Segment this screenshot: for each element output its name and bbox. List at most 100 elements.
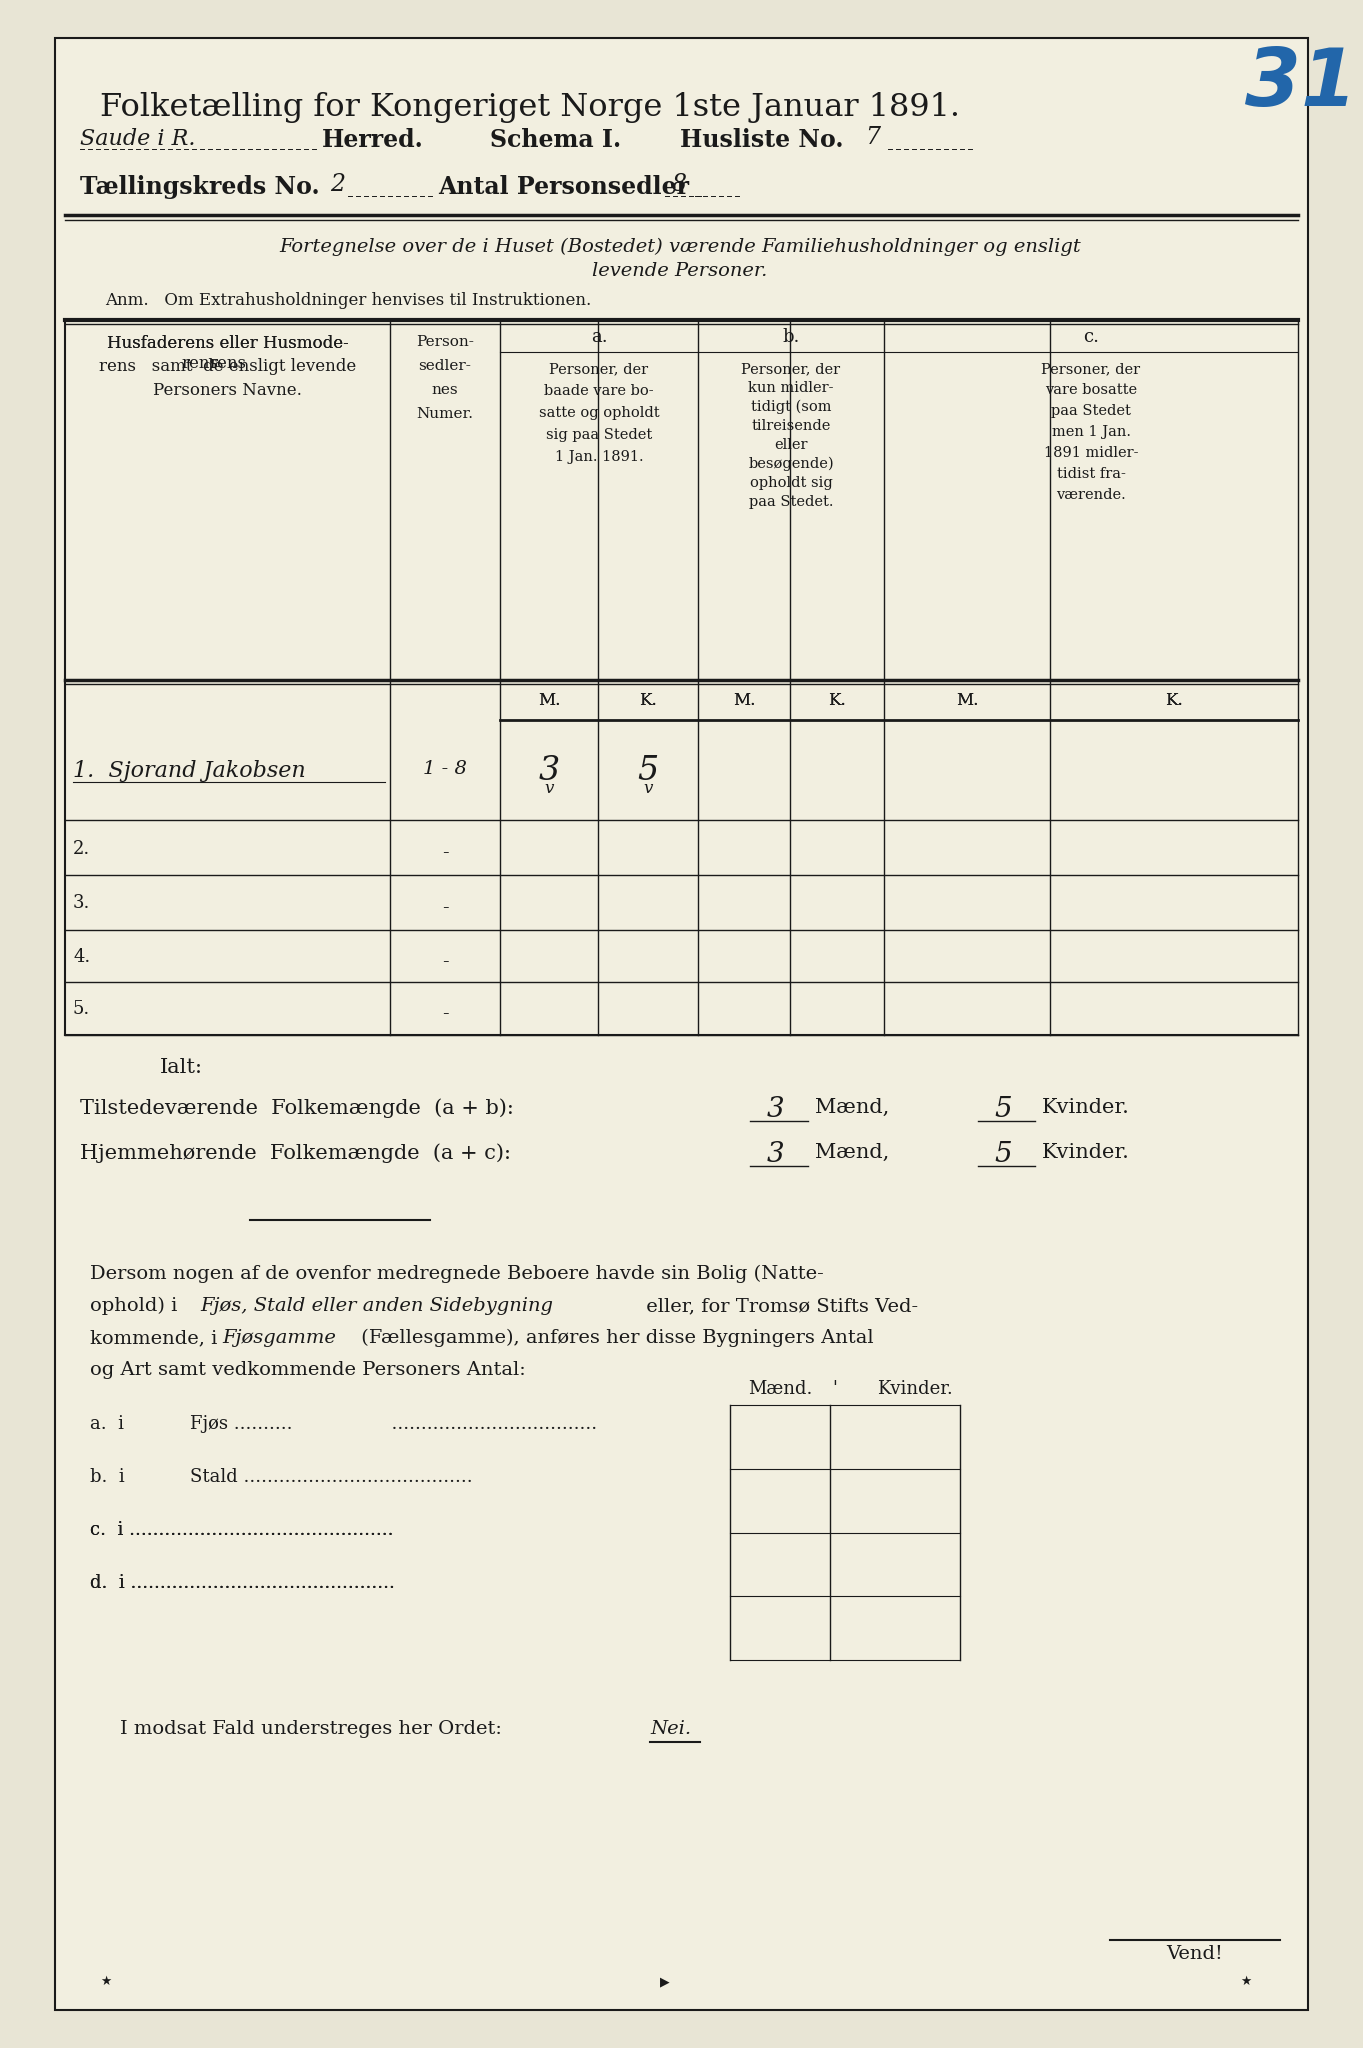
Text: 2: 2 bbox=[330, 172, 345, 197]
Text: nes: nes bbox=[432, 383, 458, 397]
Text: Tællingskreds No.: Tællingskreds No. bbox=[80, 174, 320, 199]
Text: Nei.: Nei. bbox=[650, 1720, 691, 1739]
Text: Antal Personsedler: Antal Personsedler bbox=[438, 174, 690, 199]
Text: Vend!: Vend! bbox=[1167, 1946, 1224, 1962]
Text: M.: M. bbox=[733, 692, 755, 709]
Text: Kvinder.: Kvinder. bbox=[1041, 1098, 1130, 1116]
Text: Personer, der: Personer, der bbox=[549, 362, 649, 377]
Text: K.: K. bbox=[829, 692, 846, 709]
Text: b.  i: b. i bbox=[90, 1468, 125, 1487]
Text: Stald .......................................: Stald ..................................… bbox=[189, 1468, 473, 1487]
Text: c.  i .............................................: c. i ...................................… bbox=[90, 1522, 394, 1538]
Text: Personers Navne.: Personers Navne. bbox=[153, 383, 303, 399]
Text: tidigt (som: tidigt (som bbox=[751, 399, 831, 414]
Text: K.: K. bbox=[1165, 692, 1183, 709]
Text: 4.: 4. bbox=[74, 948, 90, 967]
Text: Mænd.: Mænd. bbox=[748, 1380, 812, 1399]
Text: rens: rens bbox=[181, 354, 218, 373]
Text: I modsat Fald understreges her Ordet:: I modsat Fald understreges her Ordet: bbox=[120, 1720, 502, 1739]
Text: 8: 8 bbox=[672, 172, 687, 197]
Text: K.: K. bbox=[639, 692, 657, 709]
Text: Folketælling for Kongeriget Norge 1ste Januar 1891.: Folketælling for Kongeriget Norge 1ste J… bbox=[99, 92, 960, 123]
Text: ': ' bbox=[831, 1380, 837, 1399]
Text: M.: M. bbox=[538, 692, 560, 709]
Text: vare bosatte: vare bosatte bbox=[1045, 383, 1137, 397]
Text: 5: 5 bbox=[638, 756, 658, 786]
Text: Person-: Person- bbox=[416, 336, 474, 348]
Text: besøgende): besøgende) bbox=[748, 457, 834, 471]
Text: baade vare bo-: baade vare bo- bbox=[544, 385, 654, 397]
Text: 3: 3 bbox=[766, 1141, 784, 1167]
Text: Personer, der: Personer, der bbox=[1041, 362, 1141, 377]
Text: paa Stedet.: paa Stedet. bbox=[748, 496, 833, 510]
Text: -: - bbox=[442, 952, 448, 971]
Text: Tilstedeværende  Folkemængde  (a + b):: Tilstedeværende Folkemængde (a + b): bbox=[80, 1098, 514, 1118]
Text: kommende, i: kommende, i bbox=[90, 1329, 224, 1348]
Text: paa Stedet: paa Stedet bbox=[1051, 403, 1131, 418]
Text: Husliste No.: Husliste No. bbox=[680, 127, 844, 152]
Text: K.: K. bbox=[1165, 692, 1183, 709]
Text: Fortegnelse over de i Huset (Bostedet) værende Familiehusholdninger og ensligt: Fortegnelse over de i Huset (Bostedet) v… bbox=[279, 238, 1081, 256]
Text: Schema I.: Schema I. bbox=[491, 127, 622, 152]
Text: 1891 midler-: 1891 midler- bbox=[1044, 446, 1138, 461]
Text: tidist fra-: tidist fra- bbox=[1056, 467, 1126, 481]
Text: sedler-: sedler- bbox=[418, 358, 472, 373]
Text: M.: M. bbox=[538, 692, 560, 709]
Text: a.  i: a. i bbox=[90, 1415, 124, 1434]
Text: Mænd,: Mænd, bbox=[815, 1098, 889, 1116]
Text: Fjøs ..........: Fjøs .......... bbox=[189, 1415, 293, 1434]
Text: Kvinder.: Kvinder. bbox=[878, 1380, 953, 1399]
Text: Hjemmehørende  Folkemængde  (a + c):: Hjemmehørende Folkemængde (a + c): bbox=[80, 1143, 511, 1163]
Text: d.  i .............................................: d. i ...................................… bbox=[90, 1575, 395, 1591]
Text: ...................................: ................................... bbox=[380, 1415, 597, 1434]
Text: Saude i R.: Saude i R. bbox=[80, 127, 195, 150]
Text: Personer, der: Personer, der bbox=[741, 362, 841, 377]
Text: rens   samt  de ensligt levende: rens samt de ensligt levende bbox=[99, 358, 356, 375]
Text: M.: M. bbox=[955, 692, 979, 709]
Text: c.  i .............................................: c. i ...................................… bbox=[90, 1522, 394, 1538]
Text: 7: 7 bbox=[866, 127, 880, 150]
Text: c.: c. bbox=[1084, 328, 1099, 346]
Text: 1.  Sjorand Jakobsen: 1. Sjorand Jakobsen bbox=[74, 760, 305, 782]
Text: 2.: 2. bbox=[74, 840, 90, 858]
Text: K.: K. bbox=[639, 692, 657, 709]
Text: og Art samt vedkommende Personers Antal:: og Art samt vedkommende Personers Antal: bbox=[90, 1362, 526, 1378]
Text: 1 - 8: 1 - 8 bbox=[423, 760, 468, 778]
Text: 5: 5 bbox=[994, 1141, 1011, 1167]
Text: 3.: 3. bbox=[74, 895, 90, 913]
Text: b.: b. bbox=[782, 328, 800, 346]
Text: Mænd,: Mænd, bbox=[815, 1143, 889, 1161]
Text: kun midler-: kun midler- bbox=[748, 381, 834, 395]
Text: -: - bbox=[442, 844, 448, 862]
Text: ▶: ▶ bbox=[660, 1974, 669, 1989]
Text: Husfaderens eller Husmode-: Husfaderens eller Husmode- bbox=[106, 336, 349, 352]
Text: tilreisende: tilreisende bbox=[751, 420, 830, 432]
Text: Numer.: Numer. bbox=[417, 408, 473, 422]
Text: ★: ★ bbox=[1240, 1974, 1251, 1989]
Text: rens: rens bbox=[209, 354, 245, 373]
Text: sig paa Stedet: sig paa Stedet bbox=[545, 428, 652, 442]
Text: 3: 3 bbox=[538, 756, 560, 786]
Text: Husfaderens eller Husmode-: Husfaderens eller Husmode- bbox=[106, 336, 349, 352]
Text: K.: K. bbox=[829, 692, 846, 709]
Text: levende Personer.: levende Personer. bbox=[593, 262, 767, 281]
Text: M.: M. bbox=[955, 692, 979, 709]
Text: v: v bbox=[544, 780, 553, 797]
Text: -: - bbox=[442, 899, 448, 918]
Text: eller, for Tromsø Stifts Ved-: eller, for Tromsø Stifts Ved- bbox=[641, 1296, 919, 1315]
Text: (Fællesgamme), anføres her disse Bygningers Antal: (Fællesgamme), anføres her disse Bygning… bbox=[354, 1329, 874, 1348]
Text: Fjøsgamme: Fjøsgamme bbox=[222, 1329, 335, 1348]
Text: v: v bbox=[643, 780, 653, 797]
Text: eller: eller bbox=[774, 438, 808, 453]
Text: 3: 3 bbox=[766, 1096, 784, 1122]
Text: Herred.: Herred. bbox=[322, 127, 424, 152]
Text: 5.: 5. bbox=[74, 1001, 90, 1018]
Text: Fjøs, Stald eller anden Sidebygning: Fjøs, Stald eller anden Sidebygning bbox=[200, 1296, 553, 1315]
Text: opholdt sig: opholdt sig bbox=[750, 475, 833, 489]
Text: 31: 31 bbox=[1244, 45, 1358, 123]
Text: Kvinder.: Kvinder. bbox=[1041, 1143, 1130, 1161]
Text: satte og opholdt: satte og opholdt bbox=[538, 406, 660, 420]
Text: ophold) i: ophold) i bbox=[90, 1296, 184, 1315]
Text: M.: M. bbox=[733, 692, 755, 709]
Text: men 1 Jan.: men 1 Jan. bbox=[1051, 426, 1130, 438]
